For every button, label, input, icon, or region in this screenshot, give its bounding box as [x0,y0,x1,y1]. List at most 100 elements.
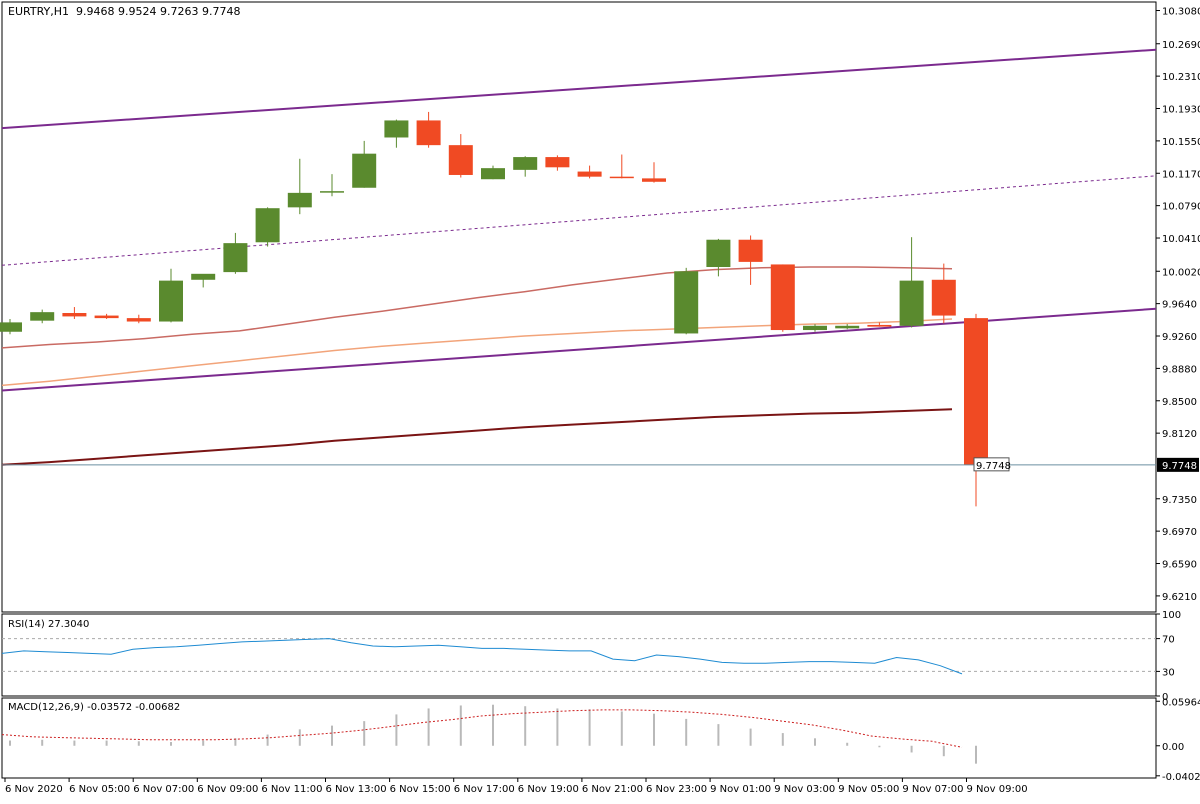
candle[interactable] [94,313,119,319]
y-tick-label: 9.6210 [1162,592,1197,603]
candle-body [931,279,956,316]
candle[interactable] [803,324,827,332]
y-tick-label: 9.9640 [1162,300,1197,311]
y-tick-label: 10.2690 [1162,40,1200,51]
candle[interactable] [642,162,666,183]
candle-body [126,318,151,322]
candle-body [545,157,570,168]
candle-body [416,120,441,146]
candle[interactable] [577,165,602,179]
candle[interactable] [191,273,216,288]
candle-body [642,178,666,182]
candle-body [255,208,280,243]
y-tick-label: 10.0790 [1162,202,1200,213]
candle-body [867,324,892,327]
candle[interactable] [416,111,441,148]
rsi-panel[interactable] [1,638,1156,675]
price-panel-frame [1,1,1157,613]
y-tick-label: 9.8500 [1162,397,1197,408]
candle[interactable] [545,155,570,171]
candle-body [62,313,87,317]
candle-body [223,243,248,273]
x-tick-label: 6 Nov 2020 [5,784,63,795]
macd-panel[interactable] [1,704,977,764]
ma-slow-line [1,408,953,466]
candle-body [159,280,183,322]
candle[interactable] [867,322,892,327]
candle-body [191,273,216,280]
price-tag-label: 9.7748 [976,461,1011,472]
ohlc-label: 9.9468 9.9524 9.7263 9.7748 [76,5,240,18]
candle[interactable] [62,307,87,319]
rsi-y-tick-label: 100 [1162,610,1181,621]
rsi-y-tick-label: 30 [1162,667,1175,678]
price-tag-box [973,457,1010,472]
x-tick-label: 6 Nov 11:00 [261,784,322,795]
x-tick-label: 9 Nov 01:00 [710,784,771,795]
candle[interactable] [835,324,860,330]
x-tick-label: 6 Nov 17:00 [454,784,515,795]
candle-body [770,264,795,331]
candle[interactable] [513,156,538,177]
candle[interactable] [770,264,795,332]
x-tick-label: 9 Nov 09:00 [967,784,1028,795]
candle[interactable] [287,158,312,215]
y-tick-label: 9.6970 [1162,527,1197,538]
price-title: EURTRY,H1 [8,5,69,18]
x-tick-label: 9 Nov 07:00 [902,784,963,795]
panel-frames [1,1,1157,779]
axis-price-badge [1157,457,1199,472]
price-panel[interactable]: 9.7748 [0,48,1157,507]
candle[interactable] [0,318,22,335]
rsi-y-tick-label: 0 [1162,692,1168,703]
y-tick-label: 10.2310 [1162,72,1200,83]
rsi-line [1,638,963,675]
y-tick-label: 9.8880 [1162,364,1197,375]
candle[interactable] [706,238,731,277]
candle[interactable] [964,313,988,507]
candle-body [30,312,55,321]
candle[interactable] [126,314,151,324]
x-tick-label: 6 Nov 05:00 [69,784,130,795]
candle[interactable] [352,140,377,188]
x-tick-label: 9 Nov 03:00 [774,784,835,795]
candle[interactable] [223,232,248,274]
candle[interactable] [481,165,505,180]
y-tick-label: 10.1930 [1162,105,1200,116]
y-tick-label: 10.0020 [1162,267,1200,278]
axis-price-badge-label: 9.7748 [1162,461,1197,472]
x-tick-label: 6 Nov 21:00 [582,784,643,795]
candle[interactable] [384,119,409,148]
candle-body [738,239,763,262]
macd-title: MACD(12,26,9) -0.03572 -0.00682 [8,702,180,713]
candle-body [835,325,860,329]
x-tick-label: 6 Nov 15:00 [390,784,451,795]
y-tick-label: 9.9260 [1162,332,1197,343]
candle[interactable] [448,134,473,178]
y-tick-label: 10.3080 [1162,7,1200,18]
candle-body [803,325,827,331]
candle-body [287,192,312,208]
candle[interactable] [30,309,55,324]
candle[interactable] [738,235,763,285]
rsi-panel-frame [1,613,1157,697]
axes: 10.3080 10.2690 10.2310 10.1930 10.1550 10.11… [4,7,1200,795]
channel-mid-line [1,175,1157,266]
candle[interactable] [899,237,924,328]
candle[interactable] [931,263,956,324]
candle[interactable] [159,268,183,323]
candle[interactable] [320,174,344,197]
channel-upper-line [1,48,1157,130]
candle[interactable] [674,267,699,335]
candle-body [577,171,602,177]
candle[interactable] [609,154,634,179]
x-tick-label: 6 Nov 13:00 [326,784,387,795]
candle[interactable] [255,207,280,247]
x-tick-label: 6 Nov 23:00 [646,784,707,795]
candle-body [706,239,731,267]
y-tick-label: 10.1550 [1162,137,1200,148]
channel-lower-line [1,307,1157,392]
